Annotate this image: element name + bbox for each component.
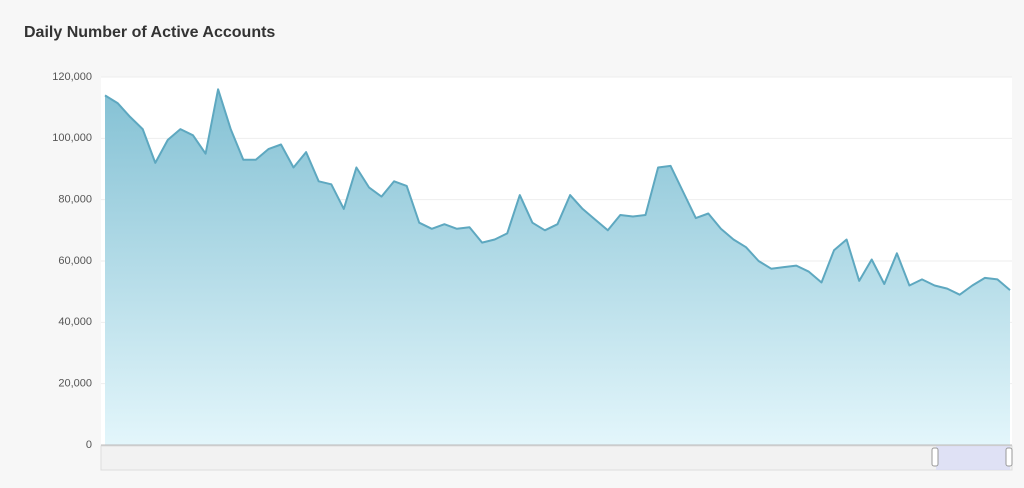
chart-title: Daily Number of Active Accounts: [24, 24, 275, 41]
area-line: [104, 88, 1011, 296]
y-tick-label: 0: [86, 439, 92, 451]
y-tick-label: 40,000: [58, 316, 92, 328]
navigator-track: [100, 445, 1013, 471]
y-tick-label: 20,000: [58, 378, 92, 390]
navigator[interactable]: [100, 445, 1013, 471]
area-fill: [105, 89, 1010, 446]
navigator-window[interactable]: [936, 446, 1010, 470]
y-tick-label: 60,000: [58, 255, 92, 267]
navigator-handle[interactable]: [931, 447, 939, 467]
y-tick-label: 80,000: [58, 194, 92, 206]
y-tick-label: 120,000: [52, 71, 92, 83]
y-tick-label: 100,000: [52, 132, 92, 144]
navigator-handle[interactable]: [1005, 447, 1013, 467]
